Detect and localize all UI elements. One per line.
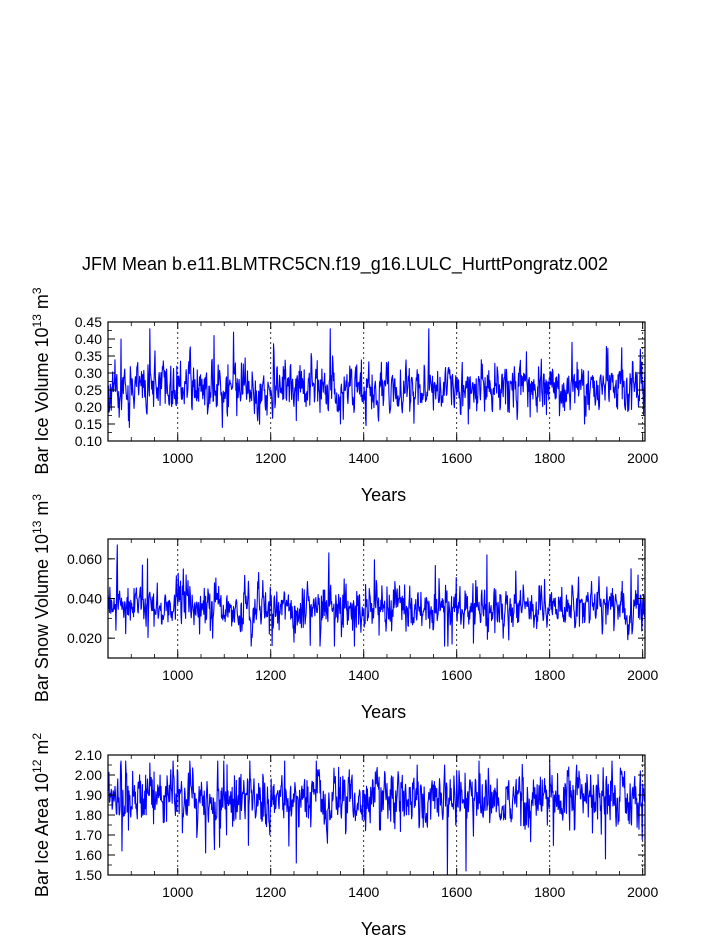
y-tick-label: 0.020 xyxy=(67,630,102,646)
x-tick-label: 1200 xyxy=(255,450,286,466)
y-tick-label: 2.10 xyxy=(75,747,102,763)
y-tick-label: 1.50 xyxy=(75,867,102,883)
series-line xyxy=(107,544,646,647)
series-line xyxy=(107,760,646,876)
y-tick-label: 0.35 xyxy=(75,348,102,364)
y-tick-label: 0.20 xyxy=(75,399,102,415)
x-tick-label: 1000 xyxy=(162,450,193,466)
panel-3: 1000 1200 1400 1600 1800 2000 1.50 1.60 1.70 1.80… xyxy=(30,733,658,935)
x-tick-label: 1200 xyxy=(255,884,286,900)
x-tick-label: 1200 xyxy=(255,667,286,683)
x-tick-label: 2000 xyxy=(627,884,658,900)
y-tick-label: 1.90 xyxy=(75,787,102,803)
x-tick-label: 1000 xyxy=(162,884,193,900)
x-tick-label: 1400 xyxy=(348,450,379,466)
x-tick-label: 2000 xyxy=(627,450,658,466)
y-tick-label: 0.060 xyxy=(67,551,102,567)
y-tick-label: 0.40 xyxy=(75,331,102,347)
y-tick-label: 0.15 xyxy=(75,416,102,432)
x-tick-label: 1000 xyxy=(162,667,193,683)
x-axis-label: Years xyxy=(361,702,406,722)
y-axis-label: Bar Ice Area 1012 m2 xyxy=(30,733,52,897)
x-tick-label: 1800 xyxy=(534,667,565,683)
y-tick-label: 0.45 xyxy=(75,314,102,330)
x-tick-label: 1600 xyxy=(441,667,472,683)
x-tick-label: 2000 xyxy=(627,667,658,683)
x-tick-label: 1800 xyxy=(534,884,565,900)
y-tick-label: 0.30 xyxy=(75,365,102,381)
y-tick-label: 2.00 xyxy=(75,767,102,783)
x-axis-label: Years xyxy=(361,919,406,935)
y-tick-label: 0.25 xyxy=(75,382,102,398)
y-tick-label: 0.10 xyxy=(75,433,102,449)
y-tick-label: 1.80 xyxy=(75,807,102,823)
x-axis-label: Years xyxy=(361,485,406,505)
y-tick-label: 0.040 xyxy=(67,591,102,607)
y-axis-label: Bar Snow Volume 1013 m3 xyxy=(30,494,52,702)
y-tick-label: 1.60 xyxy=(75,847,102,863)
series-line xyxy=(107,328,646,428)
chart-title: JFM Mean b.e11.BLMTRC5CN.f19_g16.LULC_Hu… xyxy=(82,254,608,274)
panel-2: 1000 1200 1400 1600 1800 2000 0.020 0.040 0.060 Y… xyxy=(30,494,658,722)
x-tick-label: 1600 xyxy=(441,884,472,900)
x-tick-label: 1600 xyxy=(441,450,472,466)
panel-1: 1000 1200 1400 1600 1800 2000 0.100.150.200.25… xyxy=(30,287,658,505)
y-axis-label: Bar Ice Volume 1013 m3 xyxy=(30,287,52,474)
x-tick-label: 1400 xyxy=(348,667,379,683)
x-tick-label: 1800 xyxy=(534,450,565,466)
y-tick-label: 1.70 xyxy=(75,827,102,843)
x-tick-label: 1400 xyxy=(348,884,379,900)
